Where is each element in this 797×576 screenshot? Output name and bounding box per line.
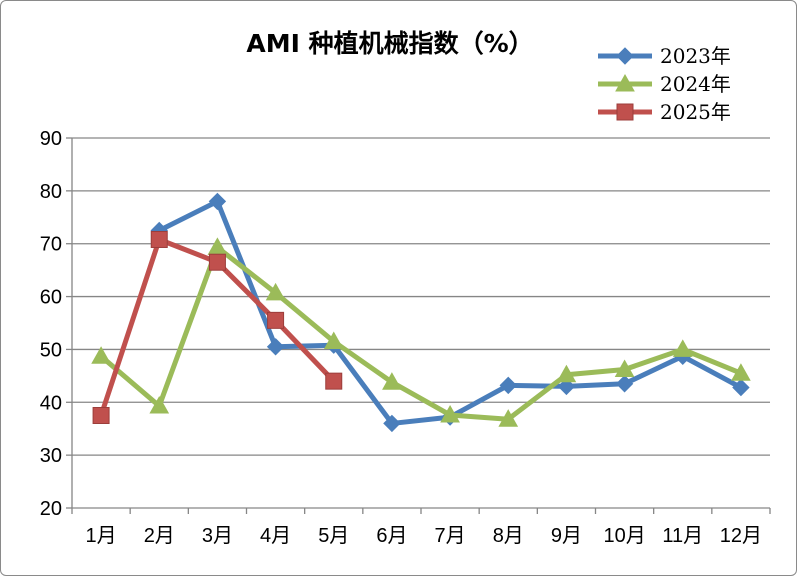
data-point-triangle [498, 409, 519, 427]
legend-item: 2024年 [598, 72, 731, 96]
x-tick-label: 8月 [493, 525, 524, 547]
grid-layer [72, 137, 770, 456]
data-point-triangle [440, 404, 460, 423]
data-point-triangle [207, 237, 228, 255]
data-point-square [208, 253, 226, 271]
data-point-triangle [731, 363, 751, 381]
x-tick-label: 4月 [260, 525, 291, 547]
data-point-square [325, 372, 343, 390]
series-layer [91, 192, 751, 433]
axis-layer: 20 30 40 50 60 70 80 90 1月 2月 3月 4月 5月 6月 7月 8月 9月 10月 11月… [40, 128, 771, 547]
data-point-diamond [732, 378, 750, 397]
y-tick-label: 90 [40, 128, 62, 150]
data-point-diamond [383, 414, 401, 433]
x-tick-label: 3月 [202, 525, 233, 547]
x-tick-label: 1月 [86, 525, 117, 547]
y-tick-label: 30 [40, 445, 62, 467]
legend-label: 2024年 [660, 72, 731, 96]
series-1 [150, 192, 750, 433]
series-line [98, 244, 744, 422]
data-point-diamond [616, 47, 634, 65]
data-point-diamond [615, 375, 634, 393]
series-line [156, 198, 744, 426]
series-2 [91, 237, 751, 427]
data-point-triangle [149, 395, 170, 414]
x-tick-label: 10月 [603, 525, 645, 547]
data-point-diamond [499, 376, 517, 395]
y-tick-label: 80 [40, 181, 62, 203]
data-point-triangle [615, 73, 635, 92]
x-tick-label: 12月 [720, 525, 762, 547]
y-tick-label: 70 [40, 234, 62, 256]
data-point-triangle [265, 282, 286, 301]
data-point-square [92, 407, 110, 424]
legend-item: 2023年 [598, 44, 731, 68]
data-point-diamond [208, 192, 227, 211]
legend-label: 2025年 [660, 100, 731, 124]
data-point-triangle [614, 359, 635, 378]
x-tick-label: 6月 [376, 525, 407, 547]
chart-title: AMI 种植机械指数（%） [246, 29, 533, 58]
y-tick-label: 50 [40, 339, 62, 361]
x-tick-label: 7月 [435, 525, 466, 547]
y-tick-label: 40 [40, 392, 62, 414]
data-point-triangle [91, 346, 111, 364]
x-tick-label: 9月 [551, 525, 582, 547]
x-tick-label: 5月 [318, 525, 349, 547]
y-tick-label: 20 [40, 498, 62, 520]
data-point-diamond [266, 338, 285, 356]
legend-item: 2025年 [598, 100, 731, 124]
x-tick-label: 11月 [662, 525, 703, 547]
data-point-square [267, 311, 285, 329]
data-point-triangle [672, 339, 693, 357]
data-point-triangle [323, 331, 344, 349]
data-point-diamond [557, 377, 576, 396]
x-tick-label: 2月 [144, 525, 175, 547]
data-point-square [616, 103, 634, 121]
data-point-triangle [382, 372, 402, 390]
data-point-triangle [556, 364, 577, 383]
series-3 [92, 230, 343, 424]
legend-label: 2023年 [660, 44, 731, 68]
chart-legend: 2023年 2024年 2025年 [598, 44, 731, 124]
data-point-square [150, 230, 168, 248]
y-tick-label: 60 [40, 287, 62, 309]
